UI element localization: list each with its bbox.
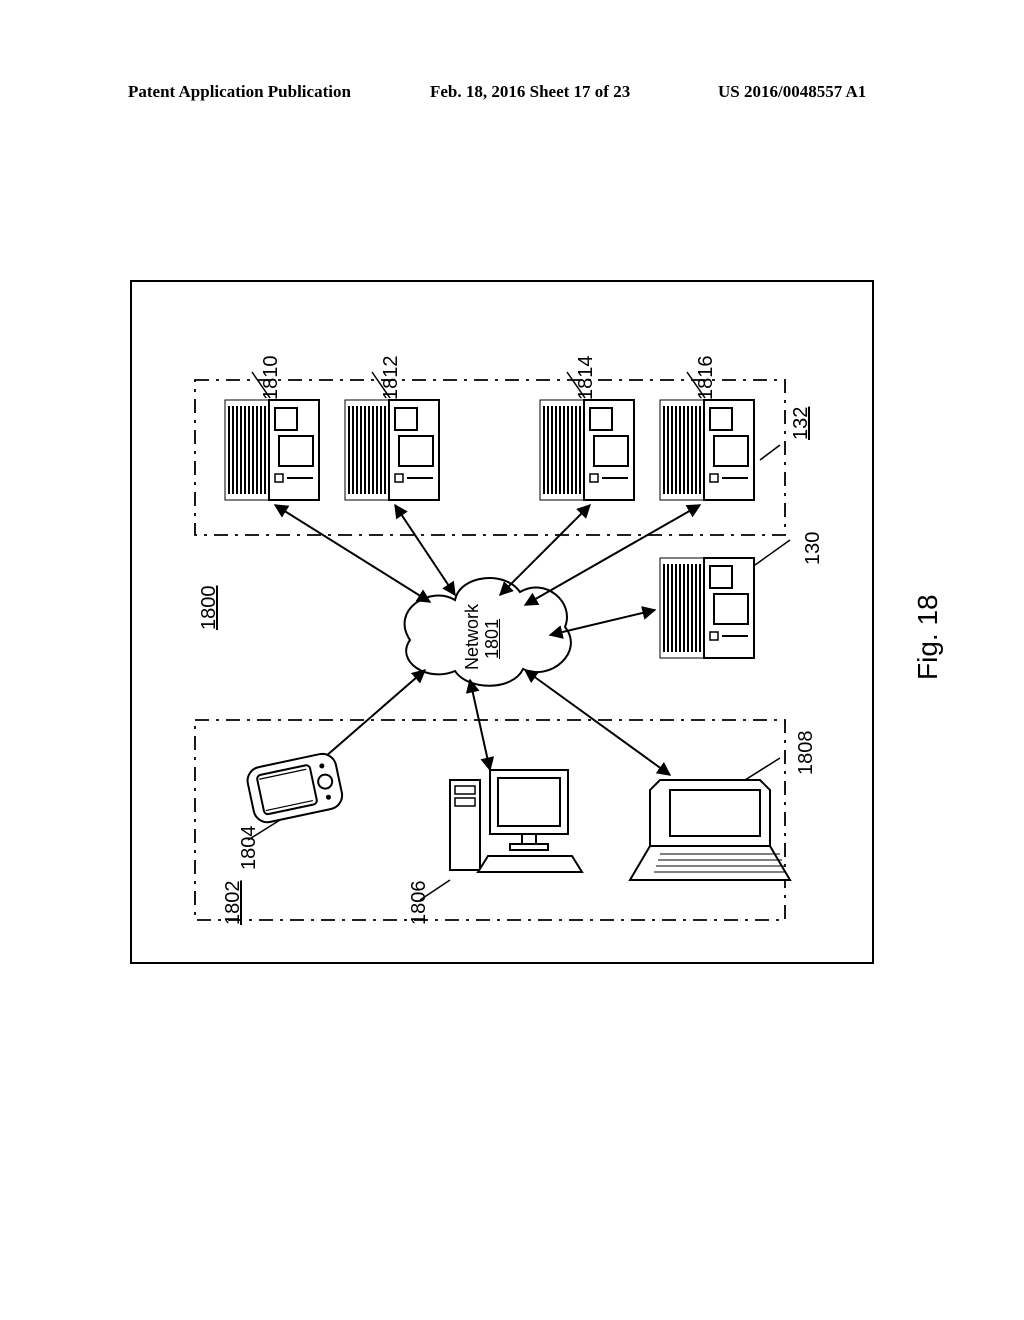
server-130 — [660, 558, 754, 658]
client-laptop — [630, 780, 790, 880]
cloud-label-text: Network — [462, 604, 483, 670]
label-1812: 1812 — [380, 356, 403, 401]
label-1802: 1802 — [222, 881, 245, 926]
header-mid: Feb. 18, 2016 Sheet 17 of 23 — [430, 82, 630, 102]
label-1816: 1816 — [695, 356, 718, 401]
server-1814 — [540, 400, 634, 500]
cloud-label-num: 1801 — [482, 619, 503, 659]
label-1814: 1814 — [575, 356, 598, 401]
label-1804: 1804 — [238, 826, 261, 871]
client-desktop — [450, 770, 582, 872]
label-1810: 1810 — [260, 356, 283, 401]
header-left: Patent Application Publication — [128, 82, 351, 102]
label-132: 132 — [790, 407, 813, 440]
client-pda — [245, 751, 345, 824]
figure-caption: Fig. 18 — [912, 594, 944, 680]
label-1806: 1806 — [408, 881, 431, 926]
page: Patent Application Publication Feb. 18, … — [0, 0, 1024, 1320]
label-1808: 1808 — [795, 731, 818, 776]
server-1810 — [225, 400, 319, 500]
label-1800: 1800 — [198, 586, 221, 631]
server-1812 — [345, 400, 439, 500]
label-130: 130 — [802, 532, 825, 565]
header-right: US 2016/0048557 A1 — [718, 82, 866, 102]
server-1816 — [660, 400, 754, 500]
